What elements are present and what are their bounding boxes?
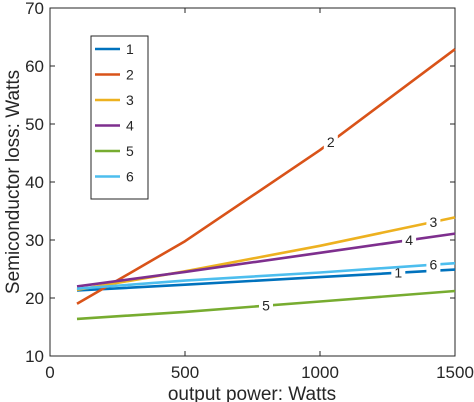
series-4-inline-label: 4 xyxy=(405,232,413,248)
series-1-inline-label: 1 xyxy=(394,265,402,281)
x-tick-label: 0 xyxy=(45,363,54,382)
series-layer: 1 2 3 4 5 6 xyxy=(76,48,456,321)
axes-layer: 0 500 1000 1500 10 20 30 40 50 60 70 xyxy=(25,0,474,382)
legend-label-4: 4 xyxy=(126,118,134,134)
y-axis-label: Semiconductor loss: Watts xyxy=(3,70,24,294)
series-5-inline-label: 5 xyxy=(262,298,270,314)
legend-label-1: 1 xyxy=(126,41,134,57)
series-3-inline-label: 3 xyxy=(430,214,438,230)
series-2-label-bg xyxy=(323,133,338,152)
series-6-label-bg xyxy=(426,255,441,274)
legend-label-5: 5 xyxy=(126,143,134,159)
y-tick-label: 20 xyxy=(25,289,44,308)
y-tick-label: 40 xyxy=(25,173,44,192)
series-1-line xyxy=(76,268,456,292)
series-4-line xyxy=(76,232,456,288)
x-axis-label: output power: Watts xyxy=(168,384,336,402)
series-2-line xyxy=(76,48,456,305)
y-tick-label: 10 xyxy=(25,347,44,366)
series-6-inline-label: 6 xyxy=(430,257,438,273)
legend-label-6: 6 xyxy=(126,169,134,185)
legend: 1 2 3 4 5 6 xyxy=(90,35,149,200)
y-tick-label: 50 xyxy=(25,115,44,134)
y-tick-label: 70 xyxy=(25,0,44,18)
legend-box xyxy=(90,35,149,200)
series-4-label-bg xyxy=(402,231,417,250)
legend-label-3: 3 xyxy=(126,92,134,108)
series-2-inline-label: 2 xyxy=(327,134,335,150)
x-tick-label: 500 xyxy=(171,363,199,382)
legend-label-2: 2 xyxy=(126,67,134,83)
x-tick-label: 1500 xyxy=(436,363,474,382)
series-5-label-bg xyxy=(259,296,273,315)
y-tick-label: 30 xyxy=(25,231,44,250)
series-3-label-bg xyxy=(426,212,441,231)
series-6-line xyxy=(76,261,456,290)
y-tick-label: 60 xyxy=(25,57,44,76)
series-5-line xyxy=(76,289,456,321)
x-tick-label: 1000 xyxy=(301,363,339,382)
series-3-line xyxy=(76,216,456,292)
